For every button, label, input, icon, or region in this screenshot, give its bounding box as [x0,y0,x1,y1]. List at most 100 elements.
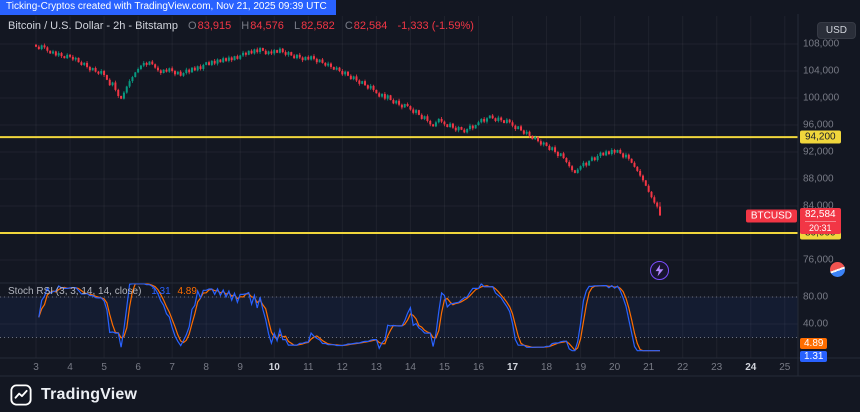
candle-body [539,141,542,145]
candle-body [636,166,639,171]
time-label: 7 [169,362,175,373]
candle-body [520,126,523,131]
candle-body [466,129,469,133]
candle-body [485,118,488,122]
time-axis[interactable]: 3 4 5 6 7 8 9 10 11 12 13 14 15 16 17 18 19 20 21 22 23 24 25 [0,358,798,376]
candle-body [434,122,437,127]
candle-body [290,52,293,56]
time-label: 17 [506,362,519,373]
time-label: 6 [135,362,141,373]
candle-body [188,69,191,73]
time-label: 9 [237,362,243,373]
candle-body [148,61,151,65]
candle-body [120,95,123,99]
candle-body [548,145,551,150]
indicator-title[interactable]: Stoch RSI (3, 3, 14, 14, close) 1.31 4.8… [8,286,197,297]
ohlc-high-value: 84,576 [250,20,284,32]
candle-body [576,169,579,173]
symbol-title[interactable]: Bitcoin / U.S. Dollar - 2h - Bitstamp [8,20,178,32]
candle-body [71,56,74,60]
candle-body [278,48,281,53]
candle-body [173,71,176,75]
candle-body [641,175,644,181]
stoch-band [0,297,798,338]
candle-body [236,56,239,59]
candle-body [111,82,114,86]
candle-body [256,49,259,53]
candle-body [415,110,418,113]
footer: TradingView [0,377,860,412]
candle-body [151,61,154,65]
candle-body [579,166,582,170]
candle-body [338,67,341,71]
candle-body [446,124,449,128]
boost-button[interactable] [650,261,669,280]
candle-body [43,45,46,48]
candle-body [227,57,230,61]
candle-body [179,71,182,76]
candle-body [315,58,318,63]
candle-body [593,157,596,161]
candle-body [281,48,284,53]
candle-body [355,76,358,81]
ohlc-open-label: O [188,20,197,32]
time-label: 25 [779,362,791,373]
time-label: 20 [609,362,621,373]
candle-body [392,100,395,104]
candle-body [213,60,216,64]
stoch-k-line [38,282,660,352]
candle-body [400,104,403,108]
candle-body [205,62,208,65]
candle-body [276,50,279,53]
candle-body [352,76,355,80]
ohlc-close-value: 82,584 [353,20,388,32]
candle-body [627,154,630,159]
candle-body [63,56,66,59]
candle-body [244,52,247,55]
candle-body [259,48,262,53]
candle-body [443,121,446,125]
candle-body [610,149,613,155]
candle-body [222,58,225,63]
candle-body [219,59,222,63]
candle-body [647,185,650,192]
candle-body [35,44,37,47]
candle-body [94,67,97,72]
ohlc-low-value: 82,582 [301,20,335,32]
tradingview-logo-icon[interactable] [10,383,32,406]
candle-body [432,124,435,127]
candle-body [341,71,344,75]
candle-body [633,162,636,167]
candle-body [347,71,349,76]
candle-body [230,57,233,61]
candle-body [210,60,213,65]
candle-body [449,123,452,128]
candle-body [165,69,168,72]
currency-toggle-button[interactable]: USD [816,22,856,39]
candle-body [168,68,171,72]
candle-body [412,109,415,113]
candle-body [176,71,179,75]
candle-body [554,147,557,152]
stoch-d-value: 4.89 [177,286,197,297]
candle-body [261,48,264,51]
candle-body [460,127,463,130]
candle-body [137,68,140,73]
candle-body [49,50,52,54]
candle-body [622,153,625,158]
time-label: 12 [336,362,348,373]
candle-body [86,62,89,67]
time-label: 3 [33,362,39,373]
candle-body [364,81,367,86]
candle-body [630,158,633,163]
candle-body [468,125,471,130]
candle-body [454,127,457,131]
time-label: 24 [745,362,757,373]
candle-body [100,71,103,74]
candle-body [590,157,593,161]
candle-body [293,55,296,59]
candle-body [514,125,517,130]
candle-body [37,46,40,50]
